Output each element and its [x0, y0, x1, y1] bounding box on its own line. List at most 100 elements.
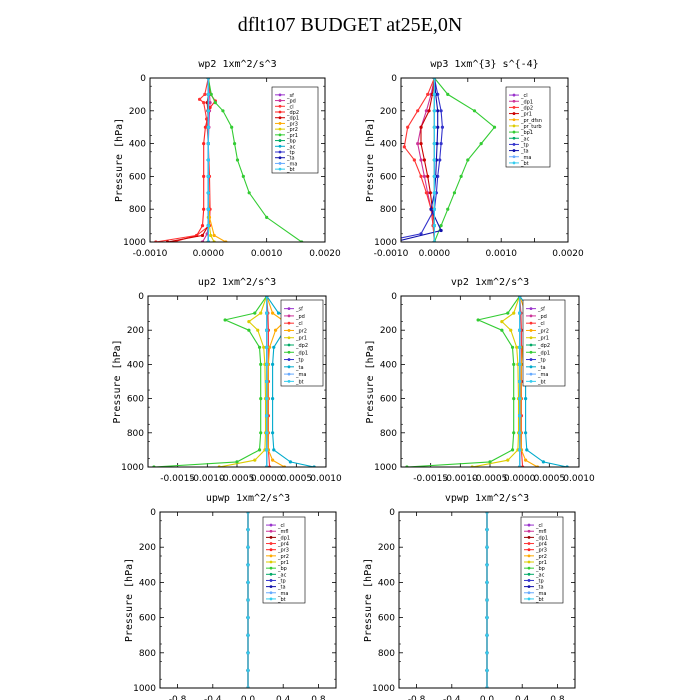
x-tick-label: 0.4 [515, 695, 530, 700]
y-axis-label: Pressure [hPa] [112, 339, 123, 423]
data-point [524, 431, 528, 435]
legend-label: _bt [295, 379, 304, 385]
legend-label: _dp2 [537, 343, 550, 349]
legend-label: _pr2 [535, 554, 547, 560]
data-point [276, 311, 281, 315]
data-point [518, 448, 522, 452]
legend: _sf_pd_cl_pr2 _pr1_dp2_dp1 _tp_ta_ma_bt [280, 299, 324, 387]
legend-marker [512, 99, 516, 103]
legend-label: _mfl [535, 529, 547, 535]
y-tick-label: 800 [127, 429, 144, 439]
panel-title: vpwp 1xm^2/s^3 [445, 493, 529, 504]
series-group [401, 78, 497, 242]
data-point [265, 397, 269, 401]
series-group [405, 296, 569, 467]
data-point [439, 224, 443, 228]
x-tick-label: 0.0020 [552, 249, 584, 259]
data-point [265, 431, 269, 435]
y-axis-label: Pressure [hPa] [363, 558, 374, 642]
y-tick-label: 600 [139, 614, 156, 624]
panel-4: vp2 1xm^2/s^3 Pressure [hPa] 0 200 400 600 800… [365, 277, 595, 484]
y-tick-label: 800 [378, 649, 395, 659]
data-point [265, 414, 269, 418]
legend-marker [278, 156, 282, 160]
legend-label: _pr2 [286, 127, 298, 133]
data-point [235, 460, 239, 464]
legend-marker [527, 548, 531, 552]
data-point [259, 311, 263, 315]
legend-marker [512, 161, 516, 165]
data-point [273, 328, 278, 332]
legend-label: _dp1 [535, 535, 548, 541]
data-point [476, 318, 480, 322]
legend-marker [278, 162, 282, 165]
y-tick-label: 200 [380, 326, 397, 336]
data-point [246, 598, 250, 602]
plot-frame [147, 295, 327, 468]
data-point [246, 633, 250, 637]
legend-marker [269, 554, 273, 558]
panel-title: up2 1xm^2/s^3 [198, 277, 276, 288]
panel-2: wp3 1xm^{3} s^{-4} Pressure [hPa] 0 200 400 6… [365, 59, 584, 259]
legend-label: _cl [277, 523, 285, 529]
data-point [439, 142, 443, 146]
legend-marker [287, 336, 291, 340]
x-tick-label: 0.0005 [281, 474, 313, 484]
data-point [272, 345, 276, 349]
legend-label: _cl [520, 93, 528, 99]
data-point [230, 125, 234, 129]
legend-marker [529, 343, 533, 347]
legend-marker [269, 597, 273, 601]
data-point [488, 460, 492, 464]
legend-label: _pr1 [277, 560, 289, 566]
data-point [515, 345, 519, 349]
legend-label: _ta [277, 585, 286, 591]
legend-marker [529, 365, 533, 369]
data-point [246, 545, 250, 549]
y-tick-label: 800 [380, 205, 397, 215]
y-tick-label: 600 [129, 172, 146, 182]
legend-marker [527, 579, 531, 582]
data-point [446, 207, 450, 211]
data-point [427, 109, 431, 113]
legend-label: _ma [520, 155, 531, 161]
legend-label: _bt [286, 167, 295, 173]
x-tick-label: 0.8 [550, 695, 565, 700]
data-point [506, 458, 510, 462]
legend-marker [529, 379, 533, 383]
data-point [206, 191, 210, 195]
data-point [459, 174, 463, 178]
y-tick-label: 200 [139, 543, 156, 553]
data-point [208, 101, 212, 105]
legend-marker [529, 314, 533, 318]
series-group [485, 512, 489, 688]
data-point [524, 397, 528, 401]
data-point [512, 311, 516, 315]
legend-marker [269, 523, 273, 527]
y-tick-label: 1000 [374, 238, 397, 248]
data-point [206, 142, 210, 146]
data-point [485, 616, 489, 620]
data-point [432, 92, 436, 96]
data-point [432, 109, 436, 113]
legend-label: _bt [520, 161, 529, 167]
legend-marker [512, 155, 516, 159]
data-point [246, 528, 250, 532]
data-point [428, 191, 432, 195]
legend-marker [278, 150, 282, 154]
data-point [435, 142, 439, 146]
legend-label: _ma [286, 161, 297, 167]
data-point [485, 633, 489, 637]
data-point [412, 158, 416, 162]
legend-marker [269, 535, 273, 539]
legend-marker [527, 566, 531, 570]
legend-label: _pr4 [535, 542, 547, 548]
data-point [485, 598, 489, 602]
legend-label: _pr_turb [520, 124, 542, 130]
y-tick-label: 0 [150, 508, 156, 518]
data-point [439, 228, 443, 233]
legend-marker [287, 321, 291, 325]
x-tick-label: -0.4 [204, 695, 222, 700]
data-point [209, 233, 213, 238]
data-point [419, 142, 423, 146]
